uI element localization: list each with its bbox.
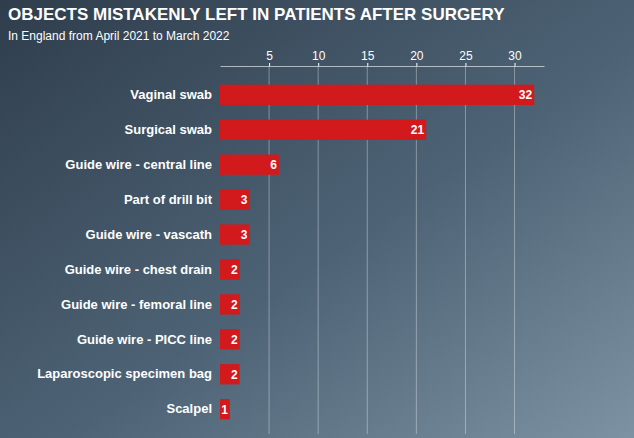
tick: 20 <box>410 49 424 66</box>
bar <box>220 155 279 175</box>
data-labels: 322163322221 <box>221 88 532 416</box>
data-label: 21 <box>411 123 425 137</box>
tick-mark <box>416 63 417 66</box>
bar <box>220 364 240 384</box>
x-axis: 5 10 15 20 25 30 <box>221 49 545 67</box>
tick-label: 15 <box>361 49 375 63</box>
tick-label: Laparoscopic specimen bag <box>37 366 212 381</box>
subtitle: In England from April 2021 to March 2022 <box>8 29 230 43</box>
tick-mark <box>367 63 368 66</box>
bar <box>220 120 426 140</box>
tick-label: Guide wire - chest drain <box>65 262 212 277</box>
tick-mark <box>269 63 270 66</box>
bar <box>220 329 240 349</box>
data-label: 32 <box>519 88 533 102</box>
data-label: 3 <box>241 193 248 207</box>
background <box>0 0 634 438</box>
y-axis: Vaginal swab Surgical swab Guide wire - ce… <box>37 87 220 416</box>
tick: Vaginal swab <box>130 87 220 102</box>
tick-label: Part of drill bit <box>124 192 213 207</box>
tick-mark <box>515 63 516 66</box>
tick-label: 5 <box>266 49 273 63</box>
data-label: 2 <box>231 298 238 312</box>
tick-label: 20 <box>410 49 424 63</box>
tick-label: Guide wire - femoral line <box>61 297 212 312</box>
tick: 5 <box>266 49 273 66</box>
tick-label: 10 <box>312 49 326 63</box>
data-label: 2 <box>231 333 238 347</box>
tick: Scalpel <box>166 401 220 416</box>
bar <box>220 399 230 419</box>
tick: Guide wire - chest drain <box>65 262 220 277</box>
tick-label: Surgical swab <box>125 122 212 137</box>
tick-label: Guide wire - vascath <box>86 227 212 242</box>
tick: Guide wire - PICC line <box>77 331 220 346</box>
data-label: 2 <box>231 263 238 277</box>
tick: 10 <box>312 49 326 66</box>
bar <box>220 294 240 314</box>
bar <box>220 189 249 209</box>
data-label: 1 <box>221 403 228 417</box>
tick: 15 <box>361 49 375 66</box>
bar <box>220 85 534 105</box>
grid-line <box>514 66 515 434</box>
title: OBJECTS MISTAKENLY LEFT IN PATIENTS AFTE… <box>8 5 505 24</box>
chart: OBJECTS MISTAKENLY LEFT IN PATIENTS AFTE… <box>0 0 634 438</box>
tick-label: Guide wire - central line <box>65 157 212 172</box>
tick: 25 <box>459 49 473 66</box>
tick: Guide wire - femoral line <box>61 297 220 312</box>
axis-line <box>221 66 545 67</box>
tick: Part of drill bit <box>124 192 220 207</box>
data-label: 3 <box>241 228 248 242</box>
tick-mark <box>465 63 466 66</box>
tick-label: Guide wire - PICC line <box>77 331 212 346</box>
tick-label: 25 <box>459 49 473 63</box>
data-label: 6 <box>270 158 277 172</box>
tick-mark <box>318 63 319 66</box>
bar <box>220 259 240 279</box>
bars <box>220 85 534 420</box>
tick-label: Vaginal swab <box>130 87 212 102</box>
grid-line <box>465 66 466 434</box>
tick-label: Scalpel <box>166 401 212 416</box>
tick-label: 30 <box>508 49 522 63</box>
tick: Surgical swab <box>125 122 220 137</box>
bar <box>220 224 249 244</box>
data-label: 2 <box>231 368 238 382</box>
tick: Guide wire - vascath <box>86 227 220 242</box>
tick: 30 <box>508 49 522 66</box>
tick: Guide wire - central line <box>65 157 220 172</box>
tick: Laparoscopic specimen bag <box>37 366 220 381</box>
